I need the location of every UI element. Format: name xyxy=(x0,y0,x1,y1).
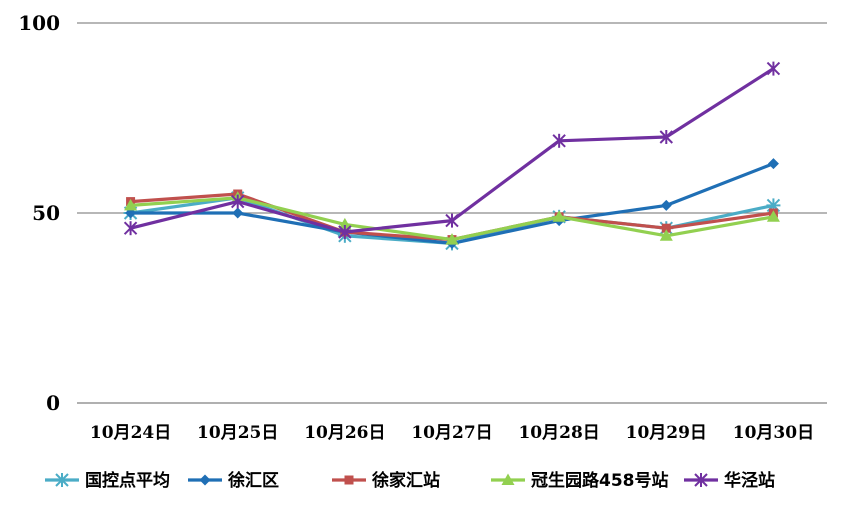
data-point xyxy=(232,207,244,219)
x-tick-label: 10月27日 xyxy=(411,423,492,443)
legend-label: 徐家汇站 xyxy=(371,470,440,491)
legend-item: 徐汇区 xyxy=(188,470,279,491)
data-point xyxy=(661,223,671,233)
x-tick-label: 10月26日 xyxy=(304,423,385,443)
data-point xyxy=(766,61,781,76)
legend-label: 徐汇区 xyxy=(227,470,279,491)
x-axis-ticks: 10月24日 10月25日 10月26日 10月27日 10月28日 10月29日 10月3… xyxy=(90,423,814,443)
data-point xyxy=(659,229,673,241)
data-point xyxy=(552,210,566,222)
data-point xyxy=(767,158,779,170)
data-point xyxy=(445,233,459,245)
legend-item: 华泾站 xyxy=(684,470,775,491)
legend-label: 冠生园路458号站 xyxy=(531,470,669,491)
series-lines xyxy=(123,61,781,251)
legend-marker xyxy=(694,473,708,487)
legend-marker xyxy=(55,473,69,487)
y-tick-label: 100 xyxy=(18,11,60,35)
x-tick-label: 10月28日 xyxy=(518,423,599,443)
legend-label: 国控点平均 xyxy=(85,470,170,491)
y-axis-ticks: 0 50 100 xyxy=(18,11,60,415)
legend-item: 国控点平均 xyxy=(45,470,170,491)
x-tick-label: 10月25日 xyxy=(197,423,278,443)
y-tick-label: 0 xyxy=(46,391,60,415)
data-point xyxy=(660,199,672,211)
x-tick-label: 10月29日 xyxy=(626,423,707,443)
data-point xyxy=(659,130,673,144)
data-point xyxy=(552,133,566,148)
legend-marker xyxy=(344,475,354,485)
legend-label: 华泾站 xyxy=(724,470,775,491)
legend-marker xyxy=(501,473,515,485)
x-tick-label: 10月30日 xyxy=(733,423,814,443)
data-point xyxy=(231,194,245,209)
data-point xyxy=(124,198,138,211)
series-line xyxy=(128,66,776,234)
data-point xyxy=(123,221,138,236)
data-point xyxy=(766,210,780,222)
x-tick-label: 10月24日 xyxy=(90,423,171,443)
legend-item: 冠生园路458号站 xyxy=(491,470,669,491)
data-point xyxy=(445,213,459,228)
legend: 国控点平均 徐汇区 徐家汇站 冠生园路458号站 华泾站 xyxy=(45,470,775,491)
legend-item: 徐家汇站 xyxy=(332,470,440,491)
data-point xyxy=(338,225,352,239)
series-5 xyxy=(123,61,781,239)
y-tick-label: 50 xyxy=(32,201,60,225)
legend-marker xyxy=(199,474,211,486)
data-point xyxy=(338,217,352,230)
